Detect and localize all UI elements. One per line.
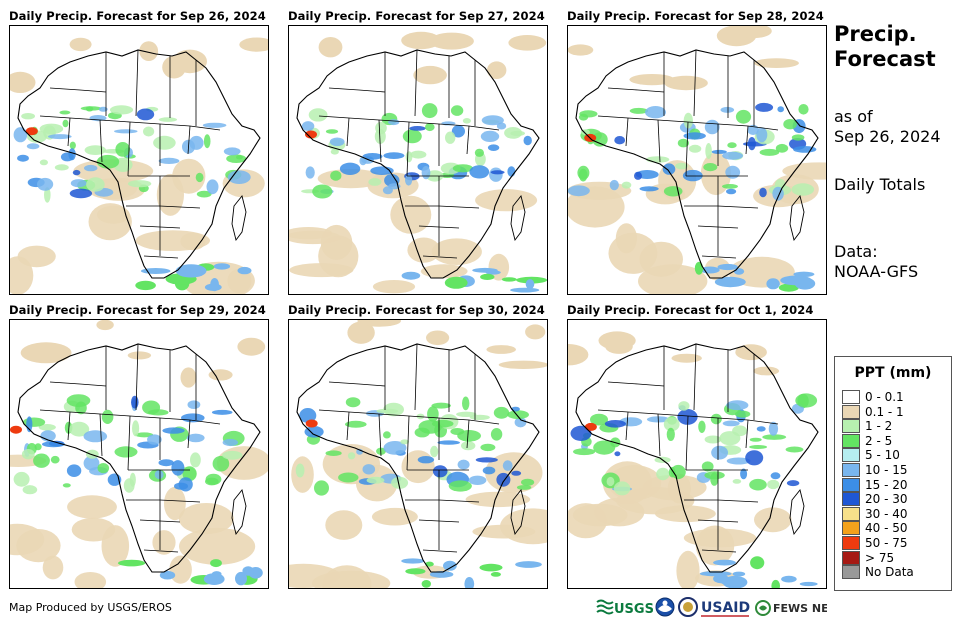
legend-swatch [842,404,860,419]
state-dept-seal [678,597,698,619]
legend-label: 5 - 10 [865,448,900,463]
panel-title: Daily Precip. Forecast for Sep 27, 2024 [288,9,545,23]
legend-item: No Data [842,565,914,580]
legend-swatch [842,536,860,550]
legend-swatch [842,550,860,565]
legend-item: 15 - 20 [842,477,908,492]
agency-logos: USGS USAID FEWS NET [595,597,837,619]
usaid-logo: USAID [701,597,753,619]
daily-totals-label: Daily Totals [834,175,926,194]
precip-map [567,25,827,295]
legend-swatch [842,565,860,580]
svg-text:FEWS NET: FEWS NET [773,602,827,615]
legend-title: PPT (mm) [854,365,932,381]
precip-map [9,319,269,589]
africa-map-svg [10,37,268,294]
legend-swatch [842,477,860,492]
legend-label: 50 - 75 [865,536,908,550]
legend-item: 2 - 5 [842,433,893,448]
legend-item: 20 - 30 [842,492,908,507]
legend-swatch [842,448,860,463]
legend-label: 1 - 2 [865,419,893,434]
legend-swatch [842,419,860,434]
legend-item: 5 - 10 [842,448,900,463]
panel-title: Daily Precip. Forecast for Sep 30, 2024 [288,303,545,317]
legend-swatch [842,463,860,477]
panel-title: Daily Precip. Forecast for Sep 26, 2024 [9,9,266,23]
legend-swatch [842,390,860,404]
precip-map [9,25,269,295]
usgs-logo: USGS [595,597,654,619]
legend-item: 1 - 2 [842,419,893,434]
sidebar-title-line2: Forecast [834,47,936,71]
sidebar-title-line1: Precip. [834,22,917,46]
legend-item: > 75 [842,550,895,565]
legend-swatch [842,433,860,448]
map-credit: Map Produced by USGS/EROS [9,601,172,614]
legend-swatch [842,492,860,507]
precip-map [288,319,548,589]
legend-item: 0.1 - 1 [842,404,904,419]
legend-label: 20 - 30 [865,492,908,507]
legend-label: 40 - 50 [865,521,908,536]
legend-label: 15 - 20 [865,477,908,492]
panel-title: Daily Precip. Forecast for Sep 29, 2024 [9,303,266,317]
panel-title: Daily Precip. Forecast for Oct 1, 2024 [567,303,814,317]
legend-label: 2 - 5 [865,433,893,448]
legend-item: 10 - 15 [842,463,908,477]
noaa-logo [655,597,675,619]
africa-map-svg [568,331,819,588]
data-source: Data: NOAA-GFS [834,242,918,282]
precip-map [567,319,827,589]
legend-label: > 75 [865,550,895,565]
africa-map-svg [568,26,826,294]
legend-label: 0.1 - 1 [865,404,904,419]
precip-map [288,25,548,295]
africa-map-svg [289,31,547,294]
svg-text:USGS: USGS [614,602,653,617]
as-of-value: Sep 26, 2024 [834,127,941,146]
africa-map-svg [289,320,547,588]
legend-label: 10 - 15 [865,463,908,477]
legend-label: 30 - 40 [865,506,908,521]
legend-label: No Data [865,565,914,580]
legend-item: 50 - 75 [842,536,908,550]
legend-swatch [842,521,860,536]
legend-item: 30 - 40 [842,506,908,521]
legend-label: 0 - 0.1 [865,390,904,404]
africa-map-svg [10,320,268,588]
legend-item: 0 - 0.1 [842,390,904,404]
as-of-date: as of Sep 26, 2024 [834,107,941,147]
svg-text:USAID: USAID [701,600,750,616]
data-source-value: NOAA-GFS [834,262,919,281]
legend-swatch [842,506,860,521]
as-of-label: as of [834,107,873,126]
fews-net-logo: FEWS NET [755,597,837,619]
panel-title: Daily Precip. Forecast for Sep 28, 2024 [567,9,824,23]
legend-item: 40 - 50 [842,521,908,536]
sidebar-title: Precip. Forecast [834,22,936,72]
data-source-label: Data: [834,242,878,261]
